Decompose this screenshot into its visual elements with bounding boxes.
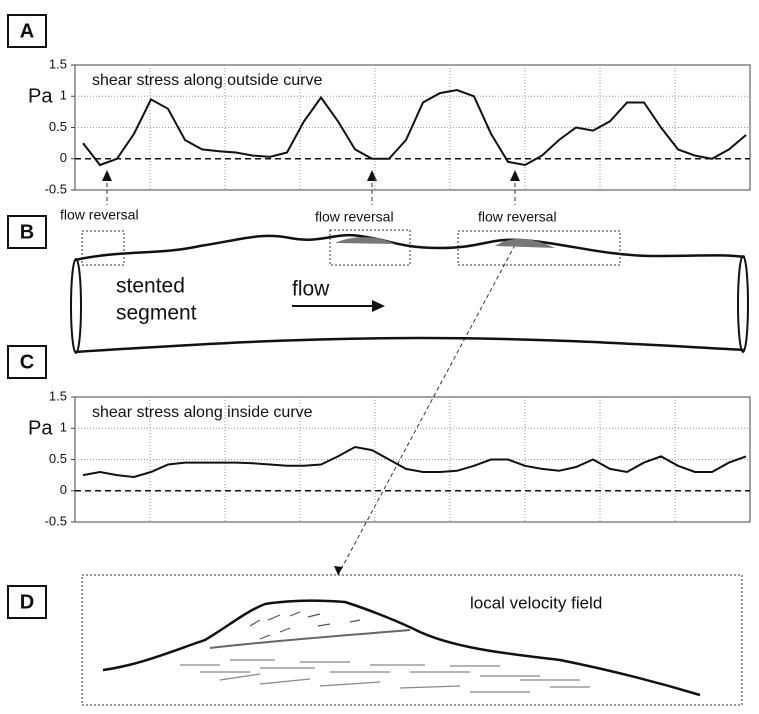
arrowhead bbox=[334, 566, 343, 575]
panel-box bbox=[7, 585, 47, 619]
y-tick-label: -0.5 bbox=[45, 513, 67, 528]
segment-label: segment bbox=[116, 302, 197, 325]
vector-row bbox=[219, 673, 530, 693]
segment-label: stented bbox=[116, 275, 185, 298]
panel-d: local velocity field bbox=[81, 574, 743, 706]
marker bbox=[367, 170, 377, 181]
flow-arrowhead bbox=[372, 300, 385, 312]
vessel-wall bbox=[74, 233, 746, 262]
series-line bbox=[82, 88, 747, 167]
marker bbox=[510, 170, 520, 181]
y-tick-label: 0.5 bbox=[49, 119, 67, 134]
zoom-frame bbox=[81, 574, 743, 706]
velocity-vectors bbox=[180, 611, 590, 693]
zoom-boxes bbox=[81, 229, 621, 266]
y-tick-label: 1.5 bbox=[49, 388, 67, 403]
panel-box bbox=[7, 215, 47, 249]
flow-label: flow bbox=[292, 278, 330, 301]
panel-labels: A B C D bbox=[7, 14, 47, 619]
panel-label: A bbox=[20, 20, 34, 42]
separation-line bbox=[209, 629, 411, 649]
zoom-box bbox=[457, 230, 621, 266]
reversal-zone bbox=[495, 238, 555, 248]
panel-box bbox=[7, 14, 47, 48]
bump-wall bbox=[102, 599, 701, 697]
panel-box bbox=[7, 345, 47, 379]
vessel-wall bbox=[74, 336, 746, 354]
chart-title: shear stress along inside curve bbox=[92, 404, 313, 421]
reversal-zone bbox=[335, 237, 395, 244]
y-tick-label: 0.5 bbox=[49, 451, 67, 466]
marker bbox=[102, 170, 112, 181]
y-tick-label: 0 bbox=[60, 150, 67, 165]
y-tick-label: 1 bbox=[60, 420, 67, 435]
zoom-box bbox=[329, 229, 411, 266]
panel-b: flow reversal flow reversal flow reversa… bbox=[60, 207, 749, 354]
line-chart: 1.5 1 0.5 0 -0.5 Pa shear stress along outside… bbox=[28, 56, 751, 196]
connectors bbox=[106, 183, 516, 576]
zoom-box bbox=[81, 230, 125, 266]
y-axis-label: Pa bbox=[28, 417, 53, 439]
panel-label: B bbox=[20, 221, 34, 243]
y-tick-label: -0.5 bbox=[45, 181, 67, 196]
series-line bbox=[82, 445, 747, 479]
vector-row bbox=[249, 611, 361, 640]
y-tick-label: 0 bbox=[60, 482, 67, 497]
line-chart: 1.5 1 0.5 0 -0.5 Pa shear stress along inside … bbox=[28, 388, 751, 528]
y-tick-label: 1 bbox=[60, 88, 67, 103]
vector-row bbox=[180, 659, 590, 688]
chart-title: shear stress along outside curve bbox=[92, 72, 322, 89]
velocity-label: local velocity field bbox=[470, 593, 602, 612]
y-tick-label: 1.5 bbox=[49, 56, 67, 71]
vessel-end bbox=[737, 255, 749, 353]
vessel-end bbox=[70, 258, 82, 354]
y-axis-label: Pa bbox=[28, 85, 53, 107]
reversal-markers bbox=[102, 170, 520, 181]
flow-reversal: flow reversal bbox=[60, 207, 139, 223]
flow-reversal: flow reversal bbox=[315, 209, 394, 225]
panel-label: C bbox=[20, 351, 34, 373]
panel-label: D bbox=[20, 591, 34, 613]
connector bbox=[337, 244, 516, 576]
flow-reversal: flow reversal bbox=[478, 209, 557, 225]
